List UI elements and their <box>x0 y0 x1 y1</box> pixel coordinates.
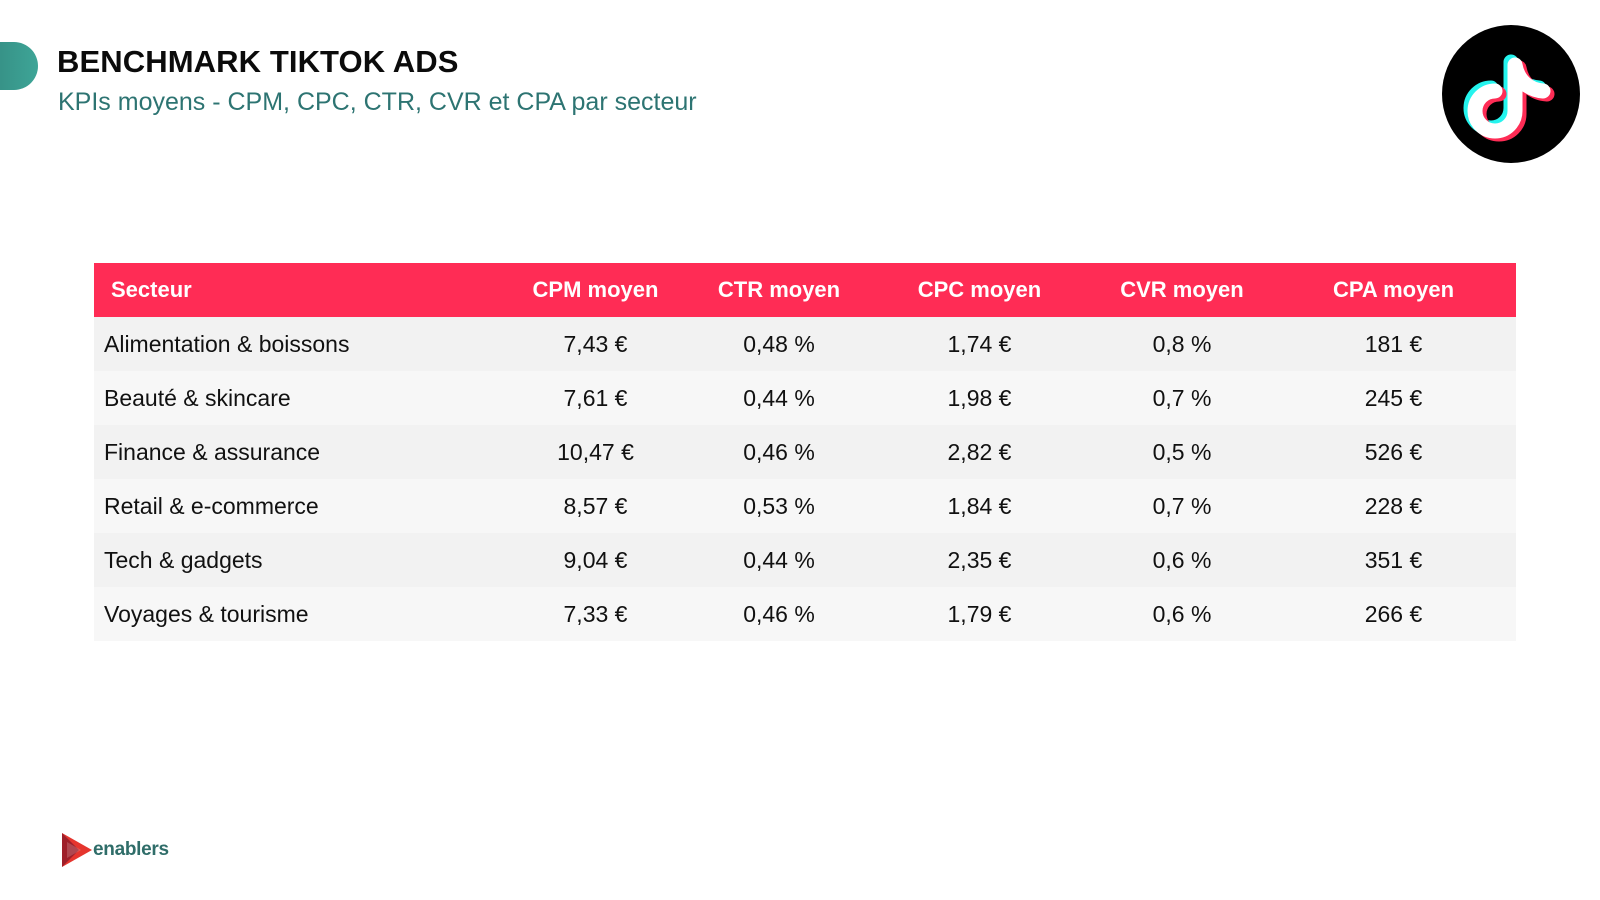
cvr-cell: 0,6 % <box>1093 533 1271 587</box>
cpc-cell: 2,82 € <box>866 425 1093 479</box>
cpm-cell: 10,47 € <box>499 425 692 479</box>
cpa-cell: 266 € <box>1271 587 1516 641</box>
table-row: Retail & e-commerce 8,57 € 0,53 % 1,84 €… <box>94 479 1516 533</box>
cpa-cell: 181 € <box>1271 317 1516 371</box>
brand-name: enablers <box>93 839 169 860</box>
ctr-cell: 0,48 % <box>692 317 866 371</box>
cpc-cell: 1,74 € <box>866 317 1093 371</box>
page-title: BENCHMARK TIKTOK ADS <box>57 44 459 79</box>
ctr-cell: 0,53 % <box>692 479 866 533</box>
table-row: Finance & assurance 10,47 € 0,46 % 2,82 … <box>94 425 1516 479</box>
cpm-cell: 7,33 € <box>499 587 692 641</box>
sector-cell: Retail & e-commerce <box>94 479 499 533</box>
cpc-cell: 1,98 € <box>866 371 1093 425</box>
table-row: Beauté & skincare 7,61 € 0,44 % 1,98 € 0… <box>94 371 1516 425</box>
cvr-cell: 0,7 % <box>1093 371 1271 425</box>
column-header-cvr: CVR moyen <box>1093 263 1271 317</box>
cpa-cell: 245 € <box>1271 371 1516 425</box>
ctr-cell: 0,44 % <box>692 371 866 425</box>
cpa-cell: 228 € <box>1271 479 1516 533</box>
cpc-cell: 2,35 € <box>866 533 1093 587</box>
tiktok-icon <box>1442 25 1580 163</box>
table-row: Alimentation & boissons 7,43 € 0,48 % 1,… <box>94 317 1516 371</box>
cvr-cell: 0,8 % <box>1093 317 1271 371</box>
sector-cell: Finance & assurance <box>94 425 499 479</box>
table-row: Tech & gadgets 9,04 € 0,44 % 2,35 € 0,6 … <box>94 533 1516 587</box>
cpm-cell: 7,43 € <box>499 317 692 371</box>
play-icon <box>62 833 92 867</box>
cpm-cell: 9,04 € <box>499 533 692 587</box>
table-row: Voyages & tourisme 7,33 € 0,46 % 1,79 € … <box>94 587 1516 641</box>
column-header-ctr: CTR moyen <box>692 263 866 317</box>
cpa-cell: 351 € <box>1271 533 1516 587</box>
cvr-cell: 0,6 % <box>1093 587 1271 641</box>
cpm-cell: 8,57 € <box>499 479 692 533</box>
column-header-cpm: CPM moyen <box>499 263 692 317</box>
ctr-cell: 0,44 % <box>692 533 866 587</box>
cvr-cell: 0,7 % <box>1093 479 1271 533</box>
page-subtitle: KPIs moyens - CPM, CPC, CTR, CVR et CPA … <box>58 88 697 116</box>
brand-logo: enablers <box>59 830 169 870</box>
cpc-cell: 1,79 € <box>866 587 1093 641</box>
column-header-cpc: CPC moyen <box>866 263 1093 317</box>
column-header-secteur: Secteur <box>94 263 499 317</box>
sector-cell: Beauté & skincare <box>94 371 499 425</box>
cpc-cell: 1,84 € <box>866 479 1093 533</box>
sector-cell: Voyages & tourisme <box>94 587 499 641</box>
kpi-table: Secteur CPM moyen CTR moyen CPC moyen CV… <box>94 263 1516 641</box>
ctr-cell: 0,46 % <box>692 587 866 641</box>
cpa-cell: 526 € <box>1271 425 1516 479</box>
column-header-cpa: CPA moyen <box>1271 263 1516 317</box>
cpm-cell: 7,61 € <box>499 371 692 425</box>
sector-cell: Alimentation & boissons <box>94 317 499 371</box>
cvr-cell: 0,5 % <box>1093 425 1271 479</box>
table-header-row: Secteur CPM moyen CTR moyen CPC moyen CV… <box>94 263 1516 317</box>
accent-tab <box>0 42 38 90</box>
ctr-cell: 0,46 % <box>692 425 866 479</box>
sector-cell: Tech & gadgets <box>94 533 499 587</box>
